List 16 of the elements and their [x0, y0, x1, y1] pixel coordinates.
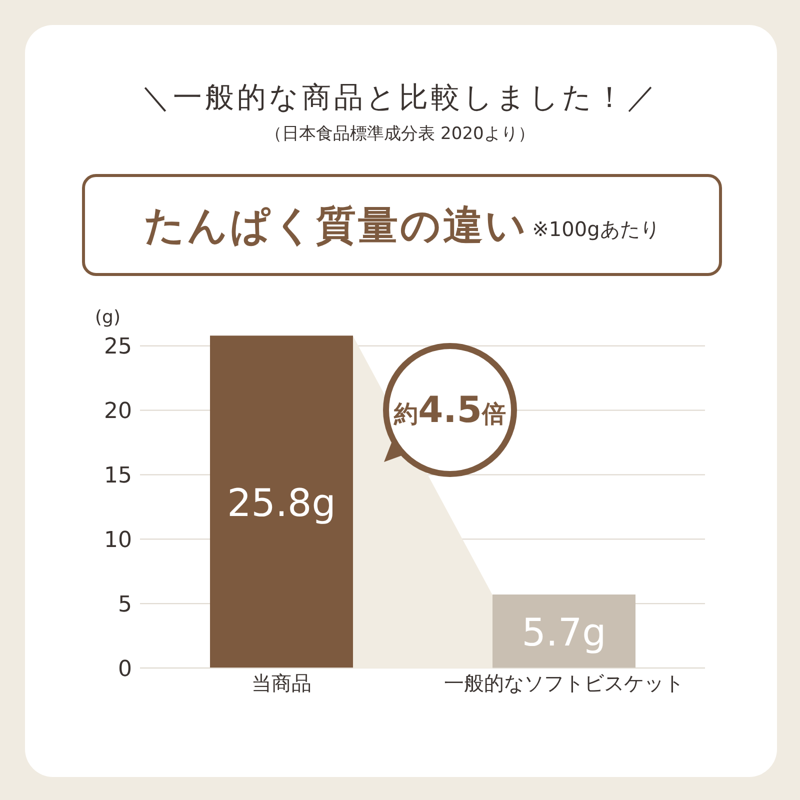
- x-tick-label: 一般的なソフトビスケット: [444, 671, 684, 696]
- y-tick-label: 20: [104, 399, 132, 424]
- data-label: 5.7g: [522, 610, 606, 654]
- chart-subtitle: （日本食品標準成分表 2020より）: [264, 123, 536, 145]
- y-axis-title: (g): [95, 307, 120, 328]
- x-tick-label: 当商品: [251, 671, 312, 696]
- y-tick-label: 10: [104, 528, 132, 553]
- y-tick-label: 15: [104, 464, 132, 489]
- chart-title: ＼一般的な商品と比較しました！／: [140, 79, 660, 116]
- y-tick-label: 5: [118, 592, 132, 618]
- text: ※100gあたり: [532, 216, 660, 242]
- y-tick-label: 25: [104, 334, 132, 360]
- y-tick-label: 0: [118, 656, 132, 682]
- annotation: 約4.5倍: [394, 390, 506, 431]
- data-label: 25.8g: [227, 480, 336, 525]
- text: たんぱく質量の違い: [144, 202, 528, 250]
